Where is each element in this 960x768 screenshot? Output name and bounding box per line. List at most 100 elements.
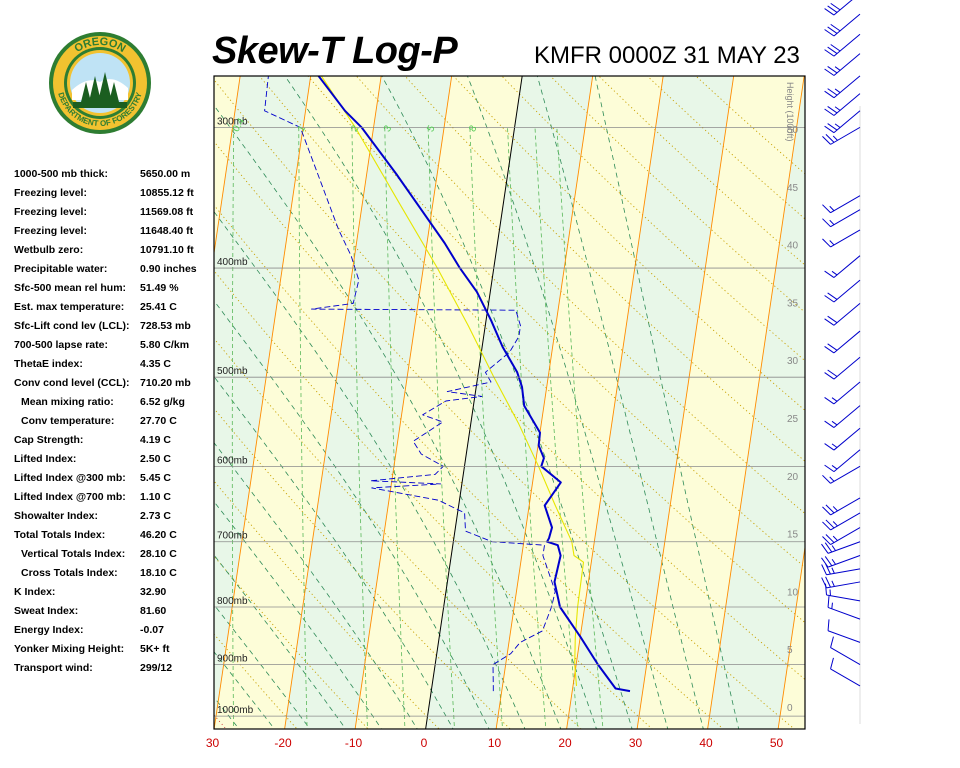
moist-adiabat [214, 300, 490, 729]
index-label: Lifted Index: [14, 453, 77, 465]
index-label: Total Totals Index: [14, 529, 106, 541]
index-value: 5.80 C/km [140, 339, 190, 351]
wind-barb-full [827, 26, 838, 34]
wind-barb-staff [833, 330, 861, 354]
index-label: Conv temperature: [21, 415, 115, 427]
dry-adiabat [214, 407, 511, 729]
dry-adiabat [214, 140, 795, 729]
wind-barb-full [821, 577, 827, 589]
height-tick: 5 [787, 645, 793, 656]
isotherm [495, 76, 594, 729]
mixing-ratio-line [469, 127, 503, 729]
isobar-label: 800mb [217, 596, 248, 607]
moist-adiabat [214, 104, 562, 729]
x-tick-label: 30 [206, 736, 220, 750]
zero-isotherm [425, 76, 523, 729]
wind-barb-full [827, 369, 838, 377]
height-tick: 35 [787, 298, 799, 309]
wind-barb-full [822, 521, 831, 531]
wind-barb-staff [830, 668, 861, 687]
isobar-label: 1000mb [217, 705, 254, 716]
wind-barb-half [829, 205, 835, 212]
wind-barb-staff [830, 126, 861, 145]
index-value: 27.70 C [140, 415, 177, 427]
mixing-ratio-label: 8 [467, 123, 480, 134]
wind-barb-full [824, 68, 835, 76]
wind-barb-full [830, 23, 841, 32]
wind-barb-full [824, 464, 835, 473]
wind-barb-staff [827, 541, 861, 554]
wind-barb [821, 541, 861, 554]
wind-barb-staff [830, 512, 861, 531]
wind-barb-staff [830, 195, 861, 214]
wind-barb [822, 126, 861, 145]
moist-adiabat [214, 651, 276, 729]
wind-barb-staff [833, 279, 861, 303]
index-value: 4.19 C [140, 434, 171, 446]
wind-barb [822, 497, 861, 516]
temperature-trace [316, 76, 631, 693]
wind-barb-staff [833, 75, 861, 99]
wind-barb-full [821, 557, 829, 568]
red-dotted-adiabat [214, 714, 227, 729]
isotherm [636, 76, 735, 729]
index-label: 700-500 lapse rate: [14, 339, 108, 351]
index-label: Wetbulb zero: [14, 244, 84, 256]
index-value: 28.10 C [140, 548, 177, 560]
wind-barb [824, 279, 861, 303]
index-label: Yonker Mixing Height: [14, 643, 125, 655]
wind-barb-staff [830, 647, 861, 666]
wind-barb-half [831, 545, 836, 551]
index-value: 25.41 C [140, 301, 177, 313]
wind-barb-full [822, 506, 831, 516]
isotherm [847, 0, 960, 740]
x-tick-label: 0 [421, 736, 428, 750]
moist-adiabat [214, 376, 454, 729]
index-label: Precipitable water: [14, 263, 108, 275]
wind-barb-staff [830, 209, 861, 228]
wind-barb-full [825, 576, 831, 588]
index-value: 710.20 mb [140, 377, 191, 389]
isotherm [214, 76, 241, 257]
wind-barb-full [827, 619, 830, 631]
isotherm-band [0, 0, 158, 740]
index-value: 5650.00 m [140, 168, 191, 180]
moist-adiabat [536, 76, 704, 729]
wind-barb-full [824, 108, 835, 116]
station-time-label: KMFR 0000Z 31 MAY 23 [534, 42, 800, 69]
dry-adiabat [214, 79, 805, 681]
wind-barb-half [832, 506, 838, 512]
wind-barb-full [824, 318, 835, 326]
index-label: Transport wind: [14, 662, 93, 674]
wind-barb-half [834, 66, 841, 71]
index-label: Cap Strength: [14, 434, 84, 446]
wind-barb-full [825, 504, 835, 514]
wind-barb [822, 465, 861, 484]
x-tick-label: 30 [629, 736, 643, 750]
red-dotted-adiabat [0, 0, 93, 740]
mixing-ratio-line [427, 127, 455, 729]
height-tick: 45 [787, 183, 799, 194]
wind-barb-half [831, 558, 836, 565]
index-label: Vertical Totals Index: [21, 548, 126, 560]
index-label: K Index: [14, 586, 56, 598]
wind-barb [824, 330, 861, 354]
isotherm [707, 76, 805, 729]
index-value: 11569.08 ft [140, 206, 194, 218]
index-value: 51.49 % [140, 282, 179, 294]
height-tick: 40 [787, 241, 799, 252]
wind-barb-half [831, 580, 835, 587]
wind-barb-staff [827, 606, 861, 620]
index-label: Freezing level: [14, 187, 87, 199]
isotherm-band [496, 76, 664, 729]
height-axis-label: Height (1000ft) [785, 82, 795, 142]
wind-barb-full [827, 106, 838, 114]
isotherm [777, 544, 805, 729]
isotherm-band [284, 76, 452, 729]
wind-barb [824, 13, 861, 37]
moist-adiabat [594, 76, 740, 729]
wind-barb-full [825, 133, 835, 143]
index-value: 2.50 C [140, 453, 171, 465]
wind-barb [822, 512, 861, 531]
index-value: 46.20 C [140, 529, 177, 541]
